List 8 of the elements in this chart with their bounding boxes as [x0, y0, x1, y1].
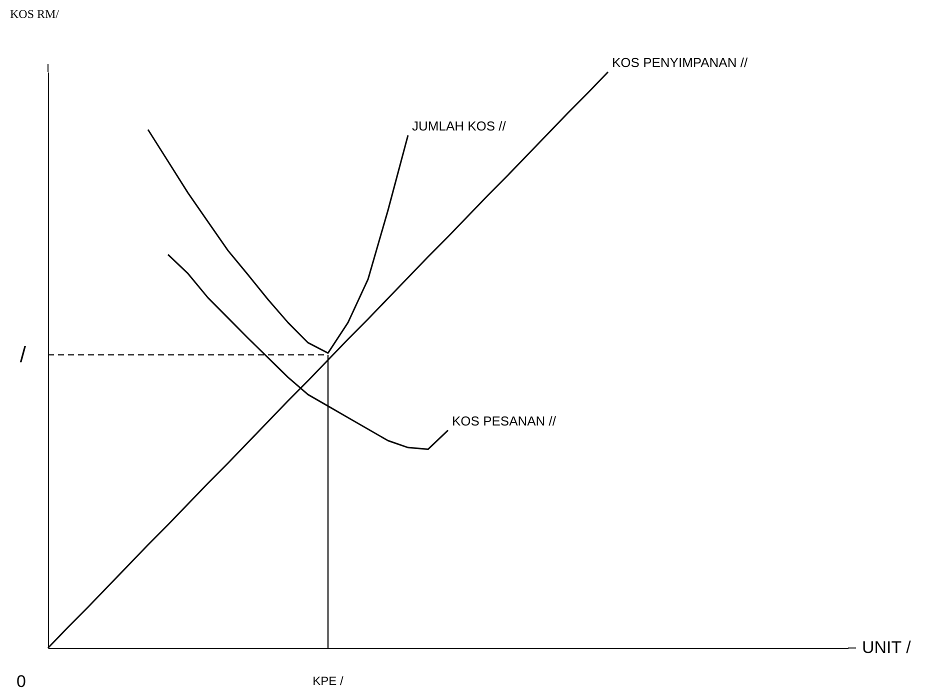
ref-line-label: / — [20, 342, 27, 367]
series-label: KOS PENYIMPANAN // — [612, 55, 748, 70]
text: 0 — [16, 672, 26, 691]
x-axis-title: UNIT / — [862, 638, 912, 657]
series-label: JUMLAH KOS // — [412, 118, 506, 134]
text: KPE / — [312, 674, 344, 688]
series-label: KOS PESANAN // — [452, 413, 556, 428]
y-axis-title: KOS RM/ — [10, 7, 60, 21]
